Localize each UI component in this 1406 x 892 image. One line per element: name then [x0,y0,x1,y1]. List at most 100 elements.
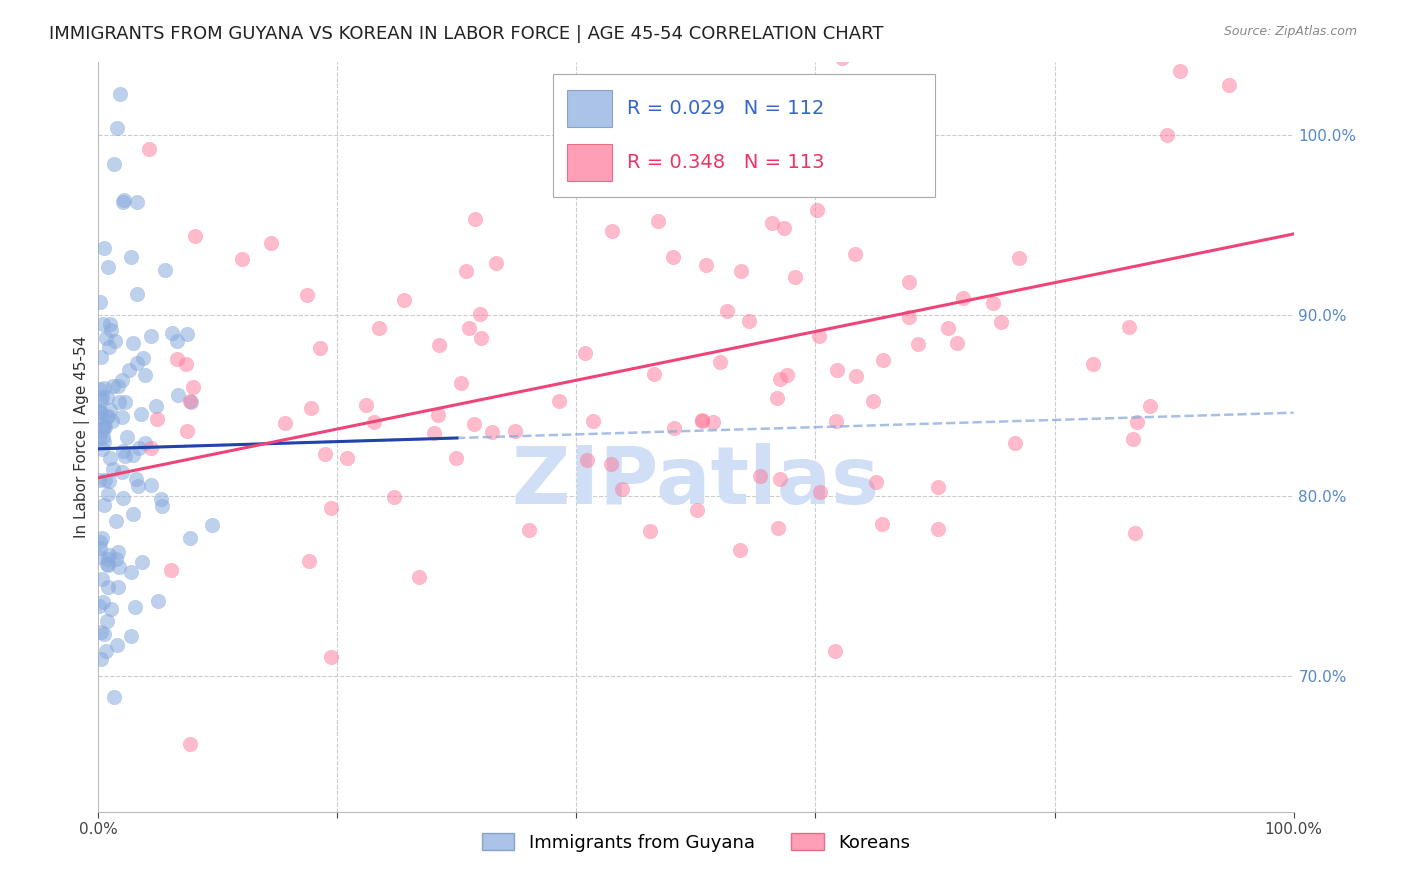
Point [127,287,149,301]
Point [612,483,634,497]
Point [319,501,342,516]
Point [90,442,112,456]
Point [181,380,204,394]
Point [91,423,114,437]
Point [89,534,111,549]
Point [825,414,848,428]
Point [773,220,796,235]
Point [122,507,145,521]
Point [120,566,142,580]
Point [599,457,621,471]
Point [100,323,122,337]
Point [120,250,142,264]
Point [765,392,787,406]
Point [990,315,1012,329]
Point [141,478,163,492]
Point [96,409,118,424]
Point [981,296,1004,310]
Point [647,214,669,228]
Point [662,251,685,265]
Point [806,202,828,217]
Point [690,414,713,428]
Point [865,475,887,489]
Point [1125,526,1147,541]
Point [91,317,114,331]
Point [108,395,131,409]
Point [898,275,921,289]
Point [174,357,197,371]
Point [97,580,120,594]
Point [768,521,790,535]
Point [145,399,167,413]
Point [716,304,738,318]
Point [150,499,173,513]
Point [450,376,472,390]
Point [91,532,114,546]
Point [517,524,540,538]
Point [150,491,173,506]
Point [132,351,155,366]
FancyBboxPatch shape [553,74,935,197]
Point [936,320,959,334]
Point [138,142,160,156]
Point [273,416,295,430]
Point [184,229,207,244]
Text: IMMIGRANTS FROM GUYANA VS KOREAN IN LABOR FORCE | AGE 45-54 CORRELATION CHART: IMMIGRANTS FROM GUYANA VS KOREAN IN LABO… [49,25,884,43]
Point [105,638,128,652]
Point [107,120,129,135]
Point [96,614,118,628]
Point [112,193,135,207]
Point [831,51,853,65]
Point [824,141,846,155]
Point [260,235,283,250]
Point [118,362,141,376]
Point [125,472,148,486]
Point [127,356,149,370]
Point [134,368,156,383]
Point [89,404,111,418]
Point [107,379,129,393]
Point [89,382,111,396]
Point [309,341,332,355]
Point [470,331,492,345]
Point [93,473,115,487]
Point [201,518,224,533]
Point [295,288,318,302]
Point [160,326,183,341]
Point [139,328,162,343]
Point [129,407,152,421]
Point [90,572,112,586]
Point [575,453,598,467]
Point [503,424,526,438]
Point [621,148,644,162]
Point [107,545,129,559]
Point [112,194,135,209]
FancyBboxPatch shape [567,144,613,181]
Point [114,395,136,409]
Point [600,224,623,238]
Point [97,548,120,562]
Point [93,498,115,512]
Point [444,451,467,466]
Point [824,644,846,658]
Point [93,381,115,395]
Point [783,269,806,284]
Point [90,390,112,404]
Point [127,195,149,210]
Point [382,490,405,504]
Point [702,415,724,429]
Point [97,341,120,355]
Point [159,563,181,577]
Point [638,524,661,538]
Point [179,394,201,409]
Point [105,552,128,566]
Point [1118,319,1140,334]
Point [89,431,111,445]
Point [643,368,665,382]
Point [97,552,120,566]
Point [111,465,134,479]
Point [93,242,115,256]
Point [1126,415,1149,429]
Point [104,334,127,348]
Point [89,393,111,408]
